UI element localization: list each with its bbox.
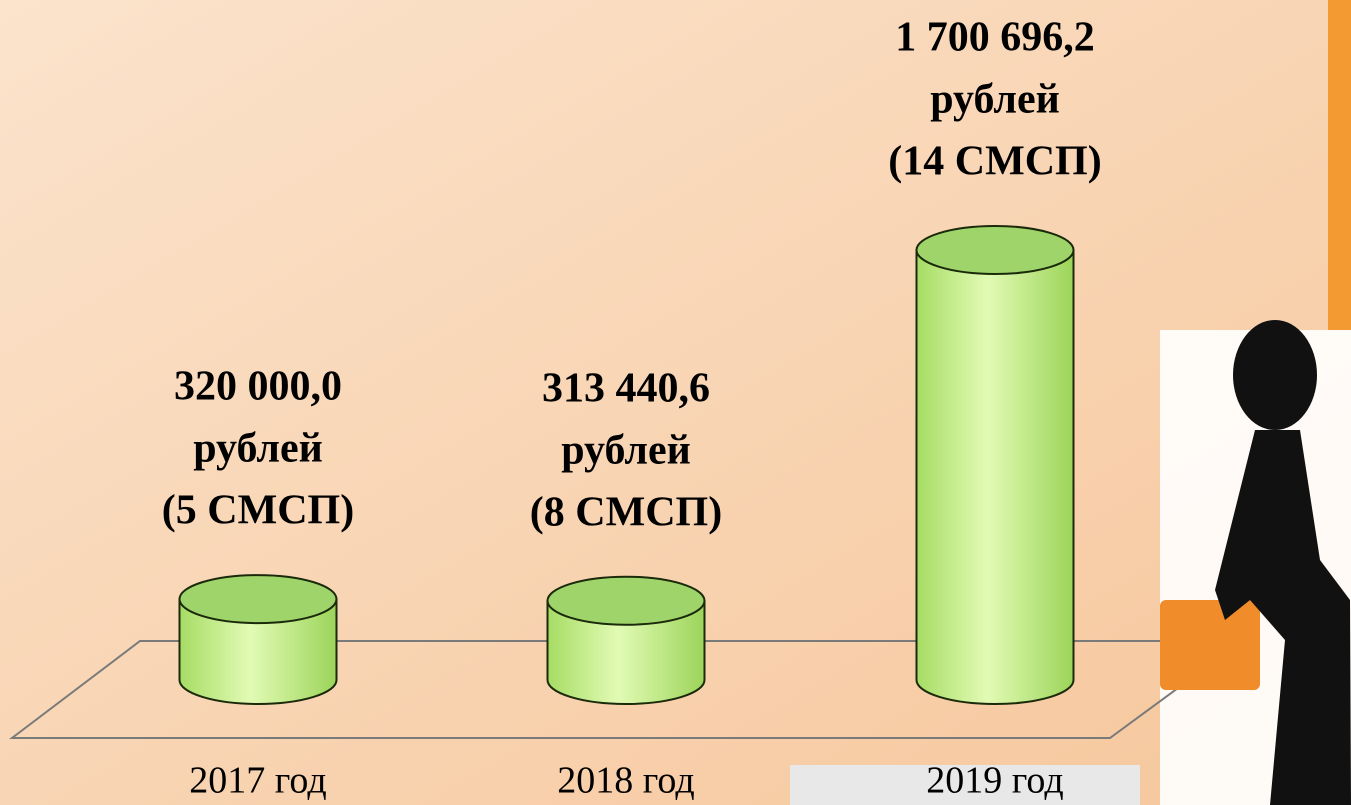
cylinder <box>917 250 1074 704</box>
x-tick-label: 2019 год <box>926 760 1063 802</box>
value-annotation: рублей <box>193 426 323 472</box>
edge-stripe <box>1328 0 1351 330</box>
x-tick-label: 2017 год <box>189 760 326 802</box>
value-annotation: рублей <box>930 77 1060 123</box>
chart: 320 000,0 рублей (5 СМСП) 2017 год 313 440,6… <box>0 0 1351 805</box>
value-annotation: рублей <box>561 427 691 473</box>
cylinder-top <box>917 226 1074 274</box>
value-label: 320 000,0 <box>174 364 342 410</box>
value-annotation: (8 СМСП) <box>530 489 722 535</box>
value-label: 313 440,6 <box>542 365 710 411</box>
figure-head <box>1233 320 1317 430</box>
value-label: 1 700 696,2 <box>895 15 1095 61</box>
x-tick-label: 2018 год <box>557 760 694 802</box>
page: {"chart_data": {"type": "bar", "categori… <box>0 0 1351 805</box>
cylinder-top <box>548 577 705 625</box>
briefcase <box>1160 600 1260 690</box>
cylinder-top <box>180 575 337 623</box>
value-annotation: (5 СМСП) <box>162 488 354 534</box>
value-annotation: (14 СМСП) <box>888 139 1101 185</box>
